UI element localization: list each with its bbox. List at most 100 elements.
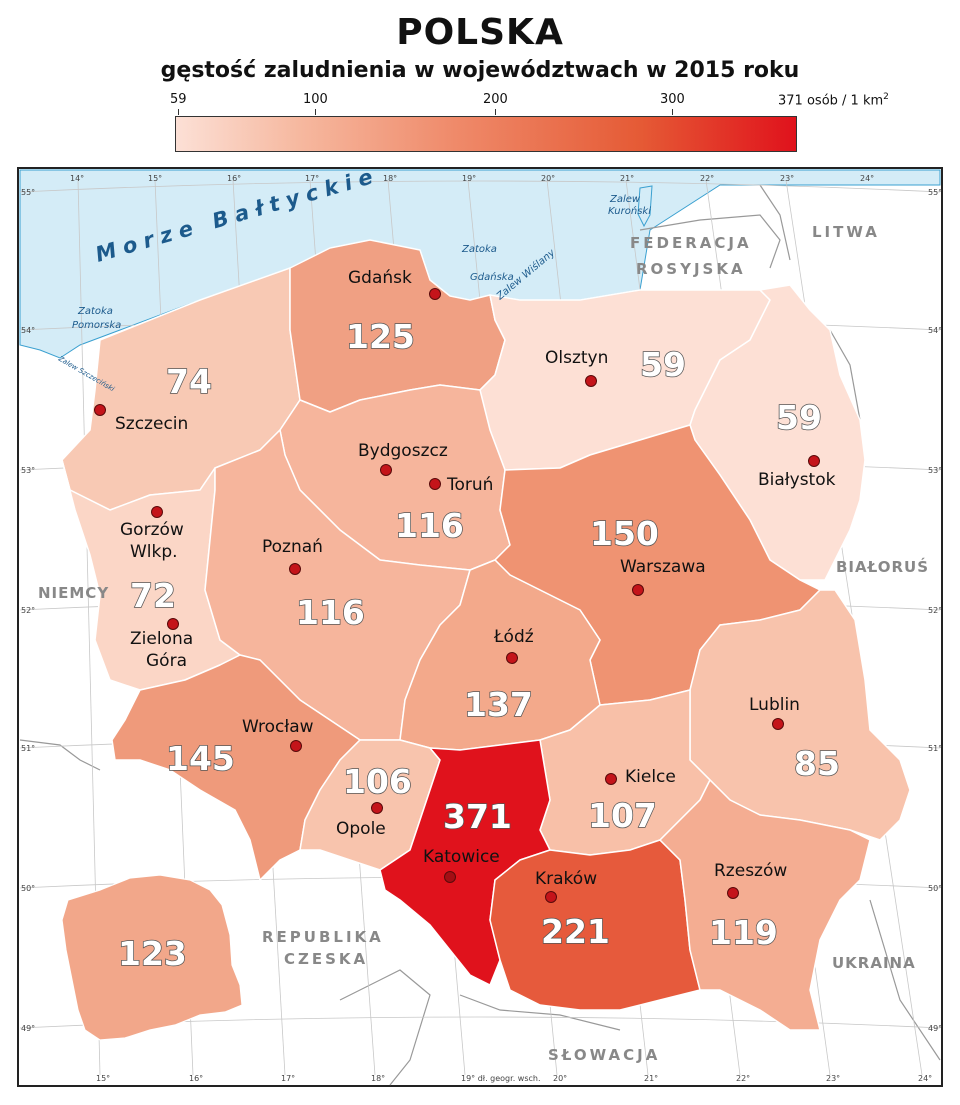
legend-tick-300: 300 <box>660 92 685 115</box>
city-dot-lublin <box>772 718 784 730</box>
lon-top-24: 24° <box>860 174 874 183</box>
lon-bottom-17: 17° <box>281 1074 295 1083</box>
country-ukraina: UKRAINA <box>832 954 916 972</box>
city-label-wroclaw: Wrocław <box>242 717 314 737</box>
city-label-lublin: Lublin <box>749 695 800 715</box>
value-wielkopolskie: 116 <box>296 593 365 632</box>
lon-top-14: 14° <box>70 174 84 183</box>
lat-right-50: 50° <box>928 884 942 893</box>
neighbor-borders <box>19 184 941 1086</box>
value-zachodniopomorskie: 74 <box>166 362 212 401</box>
legend-max-value: 371 <box>778 93 803 109</box>
legend-tick-200: 200 <box>483 92 508 115</box>
city-label-warszawa: Warszawa <box>620 557 706 577</box>
value-pomorskie: 125 <box>346 317 415 356</box>
city-dot-olsztyn <box>585 375 597 387</box>
lat-left-50: 50° <box>21 884 35 893</box>
lat-right-49: 49° <box>928 1024 942 1033</box>
value-dolnoslaskie: 145 <box>166 739 235 778</box>
city-label-bialystok: Białystok <box>758 470 836 490</box>
city-dot-katowice <box>444 871 456 883</box>
map-title: POLSKA <box>396 12 564 53</box>
lon-bottom-22: 22° <box>736 1074 750 1083</box>
lat-left-53: 53° <box>21 466 35 475</box>
lat-right-53: 53° <box>928 466 942 475</box>
city-label-gorzow-2: Wlkp. <box>130 542 178 562</box>
lon-top-20: 20° <box>541 174 555 183</box>
lon-top-16: 16° <box>227 174 241 183</box>
city-label-rzeszow: Rzeszów <box>714 861 787 881</box>
city-dot-opole <box>371 802 383 814</box>
city-dot-poznan <box>289 563 301 575</box>
zatoka-gdanska-label-1: Zatoka <box>461 244 497 255</box>
value-podlaskie: 59 <box>776 398 822 437</box>
lon-bottom-24: 24° <box>918 1074 932 1083</box>
value-lubelskie: 85 <box>794 744 840 783</box>
city-dot-torun <box>429 478 441 490</box>
lon-top-22: 22° <box>700 174 714 183</box>
city-dot-wroclaw <box>290 740 302 752</box>
value-malopolskie: 221 <box>541 912 610 951</box>
lon-bottom-15: 15° <box>96 1074 110 1083</box>
city-dot-zielona-gora <box>167 618 179 630</box>
city-label-lodz: Łódź <box>493 627 534 647</box>
country-czechy-1: REPUBLIKA <box>262 928 384 946</box>
city-label-bydgoszcz: Bydgoszcz <box>358 441 448 461</box>
value-lodzkie: 137 <box>464 685 533 724</box>
zalew-kuronski <box>637 185 653 228</box>
lat-right-54: 54° <box>928 326 942 335</box>
city-label-gdansk: Gdańsk <box>348 268 412 288</box>
value-mazowieckie: 150 <box>590 514 659 553</box>
city-dot-kielce <box>605 773 617 785</box>
city-label-szczecin: Szczecin <box>115 414 188 434</box>
city-dot-krakow <box>545 891 557 903</box>
city-label-opole: Opole <box>336 819 386 839</box>
zalew-kuronski-label-1: Zalew <box>609 194 641 205</box>
value-swietokrzyskie: 107 <box>588 796 657 835</box>
lat-left-55: 55° <box>21 188 35 197</box>
city-label-zielona-1: Zielona <box>130 629 193 649</box>
value-opolskie: 106 <box>343 762 412 801</box>
lon-bottom-23: 23° <box>826 1074 840 1083</box>
city-dot-gdansk <box>429 288 441 300</box>
city-label-krakow: Kraków <box>535 869 597 889</box>
lon-bottom-18: 18° <box>371 1074 385 1083</box>
value-podkarpackie: 119 <box>709 913 778 952</box>
lon-bottom-20: 20° <box>553 1074 567 1083</box>
city-label-poznan: Poznań <box>262 537 323 557</box>
lon-top-15: 15° <box>148 174 162 183</box>
zalew-kuronski-label-2: Kuroński <box>608 205 651 217</box>
legend-unit-text: osób / 1 km <box>806 93 884 109</box>
lon-top-17: 17° <box>305 174 319 183</box>
lat-right-51: 51° <box>928 744 942 753</box>
lat-left-54: 54° <box>21 326 35 335</box>
latitude-labels: 55° 54° 53° 52° 51° 50° 49° 55° 54° 53° … <box>21 188 942 1033</box>
region-podkarpackie <box>659 779 871 1031</box>
longitude-labels-bottom: 15° 16° 17° 18° 19° dł. geogr. wsch. 20°… <box>96 1074 932 1083</box>
city-label-torun: Toruń <box>446 475 493 495</box>
lon-top-21: 21° <box>620 174 634 183</box>
city-markers <box>94 288 820 903</box>
country-czechy-2: CZESKA <box>284 950 368 968</box>
lon-top-19: 19° <box>462 174 476 183</box>
country-bialorus: BIAŁORUŚ <box>836 557 929 576</box>
city-dot-warszawa <box>632 584 644 596</box>
city-dot-bydgoszcz <box>380 464 392 476</box>
city-label-zielona-2: Góra <box>146 651 187 671</box>
legend-unit-superscript: 2 <box>883 92 889 102</box>
lat-left-51: 51° <box>21 744 35 753</box>
lat-left-52: 52° <box>21 606 35 615</box>
legend-unit: 371 osób / 1 km2 <box>778 92 889 108</box>
value-warminsko-mazurskie: 59 <box>640 345 686 384</box>
value-poland-total: 123 <box>118 934 187 973</box>
lat-right-52: 52° <box>928 606 942 615</box>
poland-inset <box>61 874 243 1041</box>
value-lubuskie: 72 <box>130 576 176 615</box>
zatoka-pomorska-label-1: Zatoka <box>77 306 113 317</box>
country-slowacja: SŁOWACJA <box>548 1046 660 1064</box>
lon-bottom-19: 19° dł. geogr. wsch. <box>461 1074 541 1083</box>
city-dot-bialystok <box>808 455 820 467</box>
legend-tick-59: 59 <box>170 92 187 115</box>
city-label-olsztyn: Olsztyn <box>545 348 608 368</box>
